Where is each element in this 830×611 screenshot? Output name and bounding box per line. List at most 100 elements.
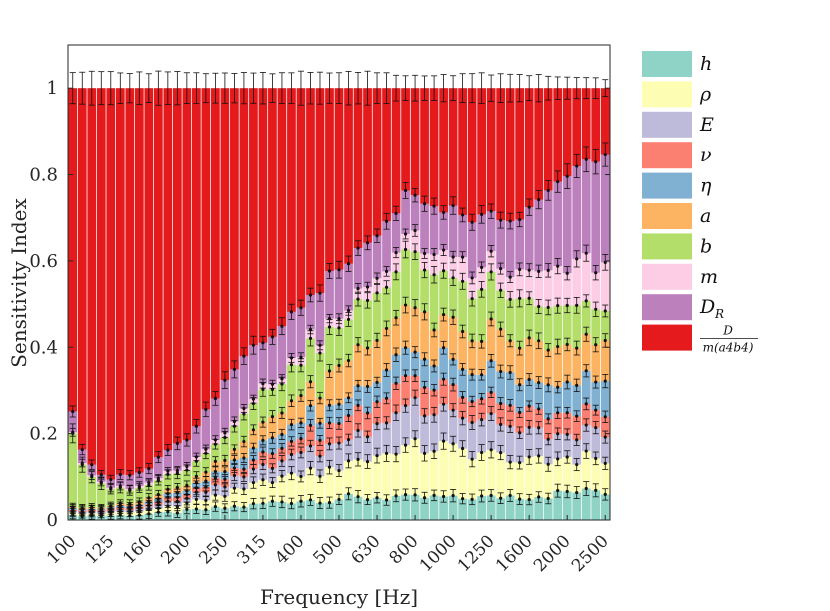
bar-segment-rho [325, 467, 334, 503]
error-bar [402, 75, 409, 101]
bar-segment-D_ratio [334, 88, 344, 270]
error-bar [393, 205, 400, 221]
bar-segment-eta [315, 423, 325, 441]
error-bar [440, 340, 447, 355]
error-bar [564, 297, 571, 314]
error-bar [326, 496, 333, 509]
bar-segment-D_R [115, 474, 125, 486]
bar-segment-D_ratio [125, 88, 135, 476]
error-bar [335, 72, 343, 105]
error-bar [564, 406, 571, 419]
error-bar [240, 72, 247, 105]
bar-segment-nu [277, 448, 287, 461]
legend-entry-eta: η [642, 172, 712, 199]
error-bar [573, 250, 580, 268]
error-bar [507, 419, 514, 433]
bar-stack [325, 88, 334, 520]
error-bar [288, 448, 295, 461]
bar-segment-D_R [144, 468, 154, 483]
bar-segment-h [382, 500, 391, 520]
bar-segment-nu [581, 403, 591, 426]
error-bar [364, 494, 371, 506]
bar-segment-h [467, 499, 477, 520]
error-bar [488, 245, 495, 258]
bar-segment-h [410, 494, 420, 520]
error-bar [393, 247, 400, 259]
bar-segment-nu [448, 384, 458, 411]
bar-segment-h [486, 495, 496, 520]
legend-entry-E: E [642, 111, 714, 138]
bar-segment-a [553, 346, 563, 388]
error-bar [364, 235, 371, 251]
error-bar [554, 427, 561, 440]
bar-segment-D_R [87, 464, 97, 476]
error-bar [459, 440, 466, 457]
error-bar [373, 228, 381, 243]
bar-segment-b [201, 453, 211, 473]
bar-segment-D_ratio [486, 88, 496, 212]
y-tick-label: 0.2 [29, 424, 58, 445]
bar-segment-b [68, 433, 78, 508]
bar-segment-E [382, 422, 391, 454]
error-bar [117, 499, 124, 508]
error-bar [212, 391, 219, 406]
bar-segment-nu [344, 415, 353, 440]
bar-segment-b [353, 299, 363, 345]
bar-segment-eta [458, 369, 467, 398]
error-bar [497, 397, 504, 410]
bar-segment-a [306, 381, 315, 406]
bar-segment-D_ratio [439, 88, 448, 213]
bar-segment-b [315, 353, 325, 399]
error-bar [69, 405, 76, 418]
error-bar [278, 443, 285, 454]
error-bar [469, 415, 476, 430]
error-bar [535, 491, 542, 503]
bar-stack [144, 88, 154, 520]
bar-segment-h [581, 488, 591, 520]
bar-segment-b [182, 470, 192, 486]
bar-segment-a [581, 334, 591, 371]
bar-segment-h [372, 497, 382, 520]
bar-segment-h [524, 499, 534, 520]
error-bar [412, 74, 419, 102]
bar-segment-D_ratio [543, 88, 553, 191]
bar-segment-eta [524, 379, 534, 407]
bar-segment-D_ratio [77, 88, 87, 450]
bar-segment-a [429, 329, 439, 366]
bar-segment-E [287, 454, 296, 474]
error-bar [488, 203, 495, 219]
bar-segment-E [534, 427, 544, 456]
bar-stack [182, 88, 192, 520]
bar-segment-b [277, 383, 287, 413]
bar-segment-eta [334, 404, 344, 424]
bar-segment-rho [315, 476, 325, 504]
bar-segment-D_ratio [534, 88, 544, 200]
error-bar [564, 337, 571, 352]
legend-label-numerator: D [722, 324, 733, 338]
bar-segment-h [306, 499, 315, 520]
error-bar [183, 480, 190, 491]
error-bar [316, 435, 324, 446]
error-bar [554, 483, 561, 498]
bar-segment-D_R [201, 409, 211, 450]
error-bar [174, 71, 181, 106]
error-bar [469, 290, 476, 307]
error-bar [345, 305, 352, 316]
error-bar [497, 445, 504, 461]
error-bar [440, 244, 447, 256]
error-bar [516, 426, 523, 439]
error-bar [602, 410, 609, 423]
bar-stack [591, 88, 601, 520]
bar-segment-rho [306, 468, 315, 500]
bar-stack [477, 88, 487, 520]
error-bar [526, 75, 533, 102]
bar-segment-D_R [467, 222, 477, 278]
error-bar [373, 395, 381, 408]
error-bar [221, 466, 228, 477]
bar-stack [467, 88, 477, 520]
error-bar [431, 266, 438, 284]
error-bar [564, 76, 571, 100]
bar-segment-D_ratio [353, 88, 363, 249]
bar-segment-nu [382, 398, 391, 423]
bar-segment-nu [315, 440, 325, 457]
